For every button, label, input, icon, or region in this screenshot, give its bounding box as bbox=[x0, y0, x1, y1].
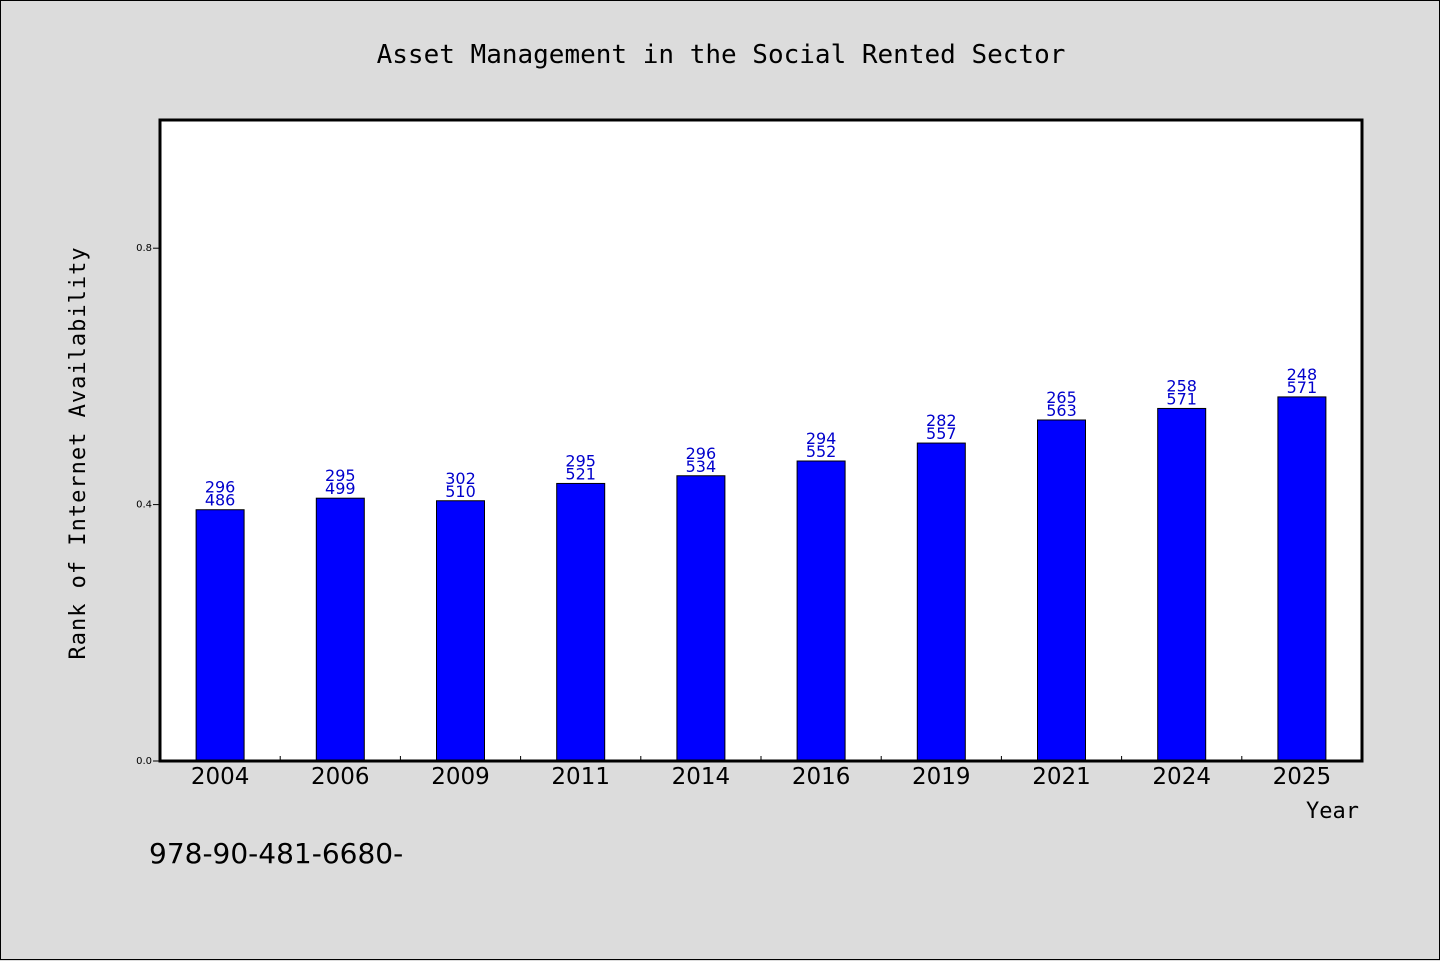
bar-2024 bbox=[1157, 407, 1207, 762]
x-axis-ticks: 2004 2006 2009 2011 2014 2016 2019 2021 2024 2025 bbox=[191, 756, 1331, 790]
data-label-2006-2: 499 bbox=[325, 479, 356, 498]
data-label-2009-2: 510 bbox=[445, 482, 476, 501]
data-label-2016-2: 552 bbox=[806, 442, 837, 461]
x-tick-label-2004: 2004 bbox=[191, 764, 250, 790]
data-labels-layer: 2964862954993025102955212965342945522825… bbox=[205, 365, 1317, 510]
chart-title: Asset Management in the Social Rented Se… bbox=[377, 40, 1066, 70]
x-tick-label-2024: 2024 bbox=[1152, 764, 1211, 790]
bar-2025 bbox=[1277, 396, 1327, 762]
data-label-2009-1: 302 bbox=[445, 469, 476, 488]
x-tick-label-2021: 2021 bbox=[1032, 764, 1091, 790]
data-label-2004-1: 296 bbox=[205, 478, 236, 497]
x-tick-label-2016: 2016 bbox=[792, 764, 851, 790]
bar-2011 bbox=[556, 482, 606, 762]
data-label-2024-2: 571 bbox=[1166, 389, 1197, 408]
bar-2009 bbox=[436, 500, 485, 762]
y-tick-label-0.8: 0.8 bbox=[136, 243, 152, 254]
x-tick-label-2025: 2025 bbox=[1273, 764, 1332, 790]
bar-2021 bbox=[1037, 419, 1086, 762]
y-tick-label-0.4: 0.4 bbox=[136, 500, 152, 511]
bar-2016 bbox=[796, 460, 846, 762]
data-label-2021-2: 563 bbox=[1046, 401, 1077, 420]
data-label-2014-2: 534 bbox=[686, 457, 717, 476]
bar-2006 bbox=[315, 497, 365, 762]
bar-2004 bbox=[195, 509, 245, 762]
x-axis-label: Year bbox=[1306, 799, 1359, 824]
y-tick-label-0.0: 0.0 bbox=[136, 756, 152, 767]
data-label-2011-1: 295 bbox=[565, 451, 596, 470]
bar-2019 bbox=[916, 442, 966, 762]
bar-2014 bbox=[676, 475, 726, 762]
data-label-2006-1: 295 bbox=[325, 466, 356, 485]
x-tick-label-2011: 2011 bbox=[551, 764, 610, 790]
y-axis-label: Rank of Internet Availability bbox=[66, 246, 91, 659]
x-tick-label-2019: 2019 bbox=[912, 764, 971, 790]
data-label-2014-1: 296 bbox=[686, 444, 717, 463]
data-label-2019-2: 557 bbox=[926, 424, 957, 443]
footer-isbn: 978-90-481-6680- bbox=[149, 837, 403, 870]
data-label-2004-2: 486 bbox=[205, 491, 236, 510]
data-label-2011-2: 521 bbox=[565, 464, 596, 483]
data-label-2024-1: 258 bbox=[1166, 376, 1197, 395]
plot-border bbox=[158, 118, 1364, 763]
data-label-2025-2: 571 bbox=[1287, 378, 1318, 397]
data-label-2025-1: 248 bbox=[1287, 365, 1318, 384]
y-axis-ticks: 0.0 0.4 0.8 bbox=[136, 243, 160, 767]
x-tick-label-2009: 2009 bbox=[431, 764, 490, 790]
data-label-2016-1: 294 bbox=[806, 429, 837, 448]
data-label-2021-1: 265 bbox=[1046, 388, 1077, 407]
x-tick-label-2014: 2014 bbox=[672, 764, 731, 790]
bars-layer bbox=[195, 396, 1327, 762]
data-label-2019-1: 282 bbox=[926, 411, 957, 430]
x-tick-label-2006: 2006 bbox=[311, 764, 370, 790]
